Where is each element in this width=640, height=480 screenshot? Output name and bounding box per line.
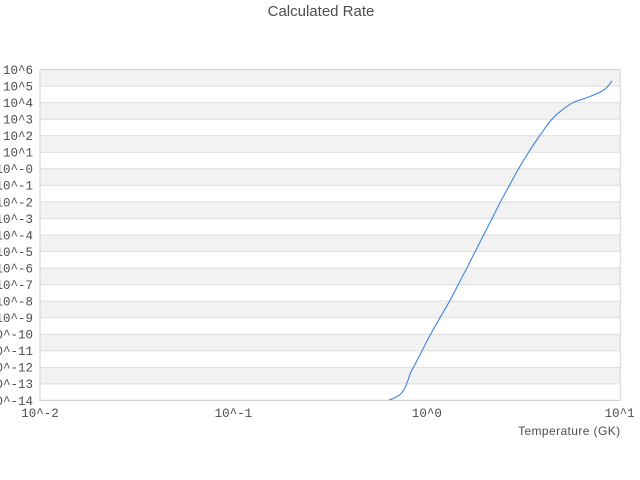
svg-text:10^-3: 10^-3 — [0, 213, 33, 227]
svg-text:10^-1: 10^-1 — [215, 407, 253, 421]
svg-text:10^-12: 10^-12 — [0, 362, 33, 376]
svg-text:10^-11: 10^-11 — [0, 345, 33, 359]
svg-text:10^3: 10^3 — [3, 114, 33, 128]
svg-text:10^2: 10^2 — [3, 130, 33, 144]
svg-text:10^6: 10^6 — [3, 64, 33, 78]
svg-text:10^-13: 10^-13 — [0, 378, 33, 392]
svg-text:10^-7: 10^-7 — [0, 279, 33, 293]
svg-text:10^4: 10^4 — [3, 97, 33, 111]
svg-text:10^-9: 10^-9 — [0, 312, 33, 326]
svg-text:10^-1: 10^-1 — [0, 180, 33, 194]
svg-text:10^-14: 10^-14 — [0, 395, 33, 409]
svg-text:10^-6: 10^-6 — [0, 262, 33, 276]
svg-text:10^-2: 10^-2 — [21, 407, 59, 421]
svg-text:10^1: 10^1 — [3, 147, 33, 161]
svg-text:10^-4: 10^-4 — [0, 229, 33, 243]
svg-text:10^-10: 10^-10 — [0, 329, 33, 343]
svg-text:10^5: 10^5 — [3, 80, 33, 94]
svg-text:10^0: 10^0 — [412, 407, 442, 421]
svg-text:Temperature (GK): Temperature (GK) — [518, 424, 620, 438]
svg-text:10^-8: 10^-8 — [0, 296, 33, 310]
svg-text:10^-5: 10^-5 — [0, 246, 33, 260]
svg-text:10^-0: 10^-0 — [0, 163, 33, 177]
svg-text:Calculated Rate: Calculated Rate — [268, 3, 375, 20]
svg-text:10^-2: 10^-2 — [0, 196, 33, 210]
svg-text:10^1: 10^1 — [605, 407, 635, 421]
